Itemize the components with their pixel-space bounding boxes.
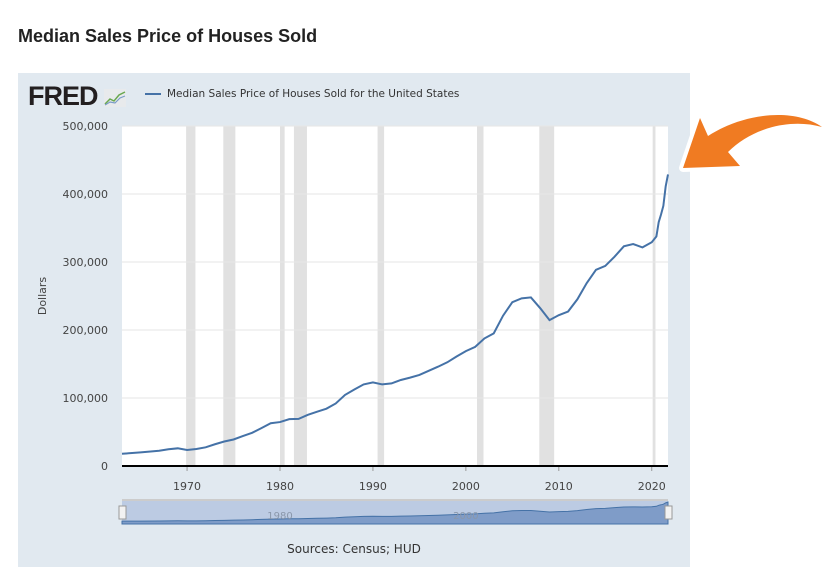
x-tick-label: 1970 — [173, 480, 201, 493]
recession-band — [652, 126, 656, 466]
x-tick-label: 1980 — [266, 480, 294, 493]
recession-band — [223, 126, 236, 466]
recession-band — [477, 126, 484, 466]
navigator-handle-left[interactable] — [118, 505, 127, 520]
navigator-series — [121, 501, 669, 525]
x-tick-label: 2010 — [545, 480, 573, 493]
y-tick-label: 500,000 — [63, 120, 109, 133]
page-title: Median Sales Price of Houses Sold — [18, 26, 318, 46]
recession-band — [377, 126, 385, 466]
recession-band — [279, 126, 285, 466]
x-tick-label: 2020 — [638, 480, 666, 493]
chart-svg: 0 100,000 200,000 300,000 400,000 500,000 1970… — [36, 120, 673, 525]
navigator-label: 1980 — [267, 511, 292, 522]
arrow-icon — [683, 115, 822, 168]
navigator-label: 2000 — [453, 511, 478, 522]
legend-label: Median Sales Price of Houses Sold for th… — [167, 88, 460, 100]
chart-logo-icon — [104, 89, 127, 107]
sources-note: Sources: Census; HUD — [287, 542, 421, 556]
y-tick-label: 100,000 — [63, 392, 109, 405]
legend-swatch — [145, 93, 161, 95]
x-tick-label: 2000 — [452, 480, 480, 493]
y-tick-label: 300,000 — [63, 256, 109, 269]
recession-band — [293, 126, 307, 466]
navigator-handle-right[interactable] — [664, 505, 673, 520]
arrow-outline — [679, 111, 826, 172]
logo-text: FRED — [28, 81, 98, 111]
y-tick-label: 0 — [101, 460, 108, 473]
recession-band — [186, 126, 196, 466]
chart-panel: FRED Median Sales Price of Houses Sold f… — [18, 73, 690, 567]
recession-band — [539, 126, 555, 466]
plot-area — [122, 126, 668, 466]
x-tick-label: 1990 — [359, 480, 387, 493]
chart-legend[interactable]: Median Sales Price of Houses Sold for th… — [145, 88, 459, 100]
fred-logo[interactable]: FRED — [28, 81, 127, 112]
y-tick-label: 200,000 — [63, 324, 109, 337]
y-axis-label: Dollars — [36, 277, 49, 316]
y-tick-label: 400,000 — [63, 188, 109, 201]
data-line — [121, 174, 669, 455]
